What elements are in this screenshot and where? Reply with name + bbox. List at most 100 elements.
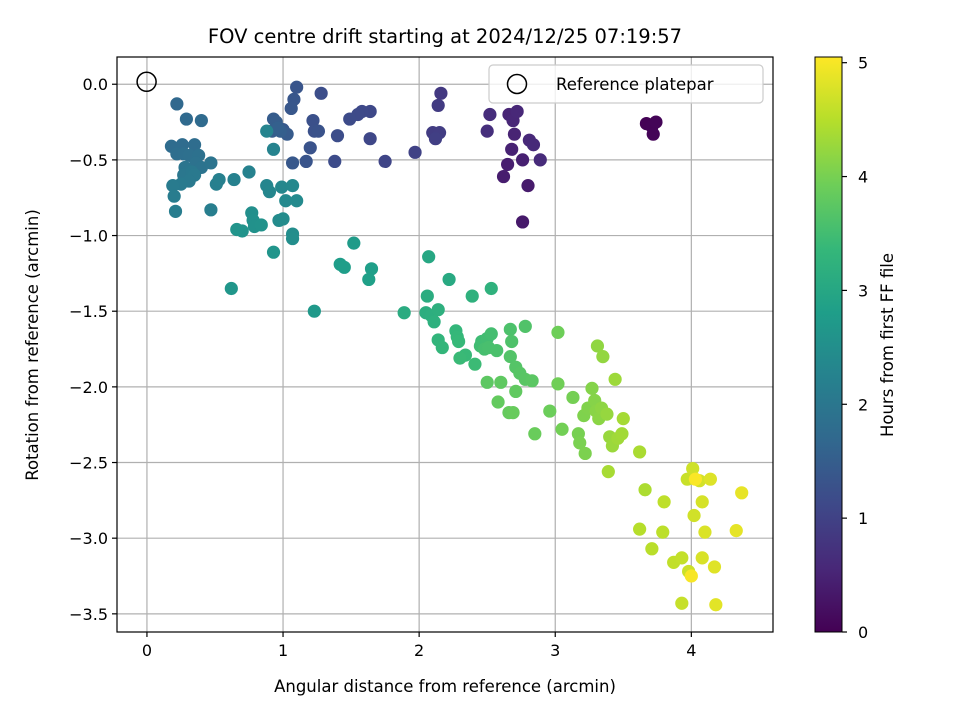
data-point bbox=[484, 327, 498, 341]
data-point bbox=[503, 322, 517, 336]
data-point bbox=[491, 395, 505, 409]
data-point bbox=[260, 124, 274, 138]
data-point bbox=[600, 407, 614, 421]
data-point bbox=[343, 112, 357, 126]
data-point bbox=[608, 372, 622, 386]
data-point bbox=[533, 153, 547, 167]
data-point bbox=[299, 154, 313, 169]
data-point bbox=[179, 112, 194, 126]
x-tick-label: 3 bbox=[550, 641, 560, 660]
data-point bbox=[311, 124, 326, 138]
data-point bbox=[484, 281, 498, 296]
data-point bbox=[525, 374, 539, 388]
data-point bbox=[307, 304, 321, 318]
colorbar-tick-label: 5 bbox=[858, 54, 868, 73]
reference-marker bbox=[136, 71, 157, 93]
data-point bbox=[254, 218, 268, 232]
data-point bbox=[735, 486, 749, 500]
data-point bbox=[230, 222, 244, 237]
data-point bbox=[276, 212, 290, 226]
data-point bbox=[566, 390, 580, 405]
data-point bbox=[227, 172, 241, 187]
data-point bbox=[709, 598, 723, 612]
data-point bbox=[262, 185, 277, 199]
data-point bbox=[695, 495, 709, 509]
data-point bbox=[657, 495, 671, 509]
x-tick-label: 4 bbox=[686, 641, 696, 660]
chart-title: FOV centre drift starting at 2024/12/25 … bbox=[208, 25, 682, 48]
data-point bbox=[515, 215, 530, 229]
data-point bbox=[507, 127, 522, 141]
data-point bbox=[551, 325, 565, 339]
data-point bbox=[521, 179, 535, 193]
data-point bbox=[422, 250, 436, 264]
x-tick-label: 0 bbox=[142, 641, 152, 660]
data-point bbox=[633, 522, 647, 536]
data-point bbox=[675, 596, 689, 610]
x-tick-label: 2 bbox=[414, 641, 424, 660]
data-point bbox=[510, 104, 524, 119]
data-point bbox=[638, 483, 652, 497]
data-point bbox=[266, 142, 281, 156]
colorbar-gradient bbox=[814, 56, 843, 633]
data-point bbox=[275, 180, 289, 194]
data-point bbox=[428, 132, 443, 146]
data-point bbox=[420, 289, 434, 303]
data-point bbox=[290, 194, 304, 208]
data-point bbox=[279, 194, 293, 208]
data-point bbox=[656, 525, 670, 539]
data-point bbox=[515, 153, 530, 167]
data-point bbox=[435, 340, 449, 355]
data-point bbox=[442, 272, 456, 287]
y-tick-label: −3.5 bbox=[69, 605, 108, 624]
data-point bbox=[707, 560, 722, 574]
data-point bbox=[364, 262, 379, 276]
data-point bbox=[698, 525, 712, 539]
data-point bbox=[503, 350, 517, 364]
data-point bbox=[427, 315, 441, 329]
data-point bbox=[528, 427, 542, 441]
data-point bbox=[675, 551, 689, 565]
data-point bbox=[585, 381, 599, 395]
data-point bbox=[468, 357, 482, 371]
legend-box bbox=[488, 64, 764, 104]
data-point bbox=[505, 334, 519, 349]
data-point bbox=[596, 350, 610, 364]
data-point bbox=[187, 138, 202, 152]
data-point bbox=[551, 377, 565, 391]
data-point bbox=[543, 404, 557, 418]
data-point bbox=[397, 306, 411, 320]
data-points bbox=[164, 80, 749, 612]
y-axis-ticks: 0.0 −0.5 −1.0 −1.5 −2.0 −2.5 −3.0 −3.5 bbox=[69, 75, 117, 624]
data-point bbox=[695, 551, 709, 565]
data-point bbox=[167, 189, 181, 203]
y-tick-label: −2.5 bbox=[69, 454, 108, 473]
data-point bbox=[362, 272, 376, 287]
data-point bbox=[314, 86, 328, 100]
colorbar-ticks: 0 1 2 3 4 5 bbox=[842, 54, 868, 642]
data-point bbox=[646, 127, 660, 141]
data-point bbox=[452, 334, 466, 349]
data-point bbox=[270, 121, 285, 135]
data-point bbox=[480, 375, 494, 389]
colorbar: 0 1 2 3 4 5 Hours from first FF file bbox=[814, 54, 897, 642]
data-point bbox=[330, 129, 345, 143]
data-point bbox=[645, 542, 659, 556]
data-point bbox=[212, 172, 226, 187]
data-point bbox=[578, 446, 592, 461]
x-axis-ticks: 0 1 2 3 4 bbox=[142, 632, 696, 660]
legend-marker bbox=[506, 73, 528, 95]
data-point bbox=[633, 445, 647, 459]
data-point bbox=[284, 101, 298, 116]
y-tick-label: −2.0 bbox=[69, 378, 108, 397]
data-point bbox=[506, 405, 520, 420]
data-point bbox=[170, 97, 184, 111]
y-tick-label: −0.5 bbox=[69, 151, 108, 170]
data-point bbox=[509, 384, 523, 399]
colorbar-tick-label: 4 bbox=[858, 168, 868, 187]
legend: Reference platepar bbox=[488, 64, 764, 104]
y-axis-label: Rotation from reference (arcmin) bbox=[23, 209, 42, 481]
colorbar-tick-label: 2 bbox=[858, 395, 868, 414]
data-point bbox=[306, 113, 320, 128]
